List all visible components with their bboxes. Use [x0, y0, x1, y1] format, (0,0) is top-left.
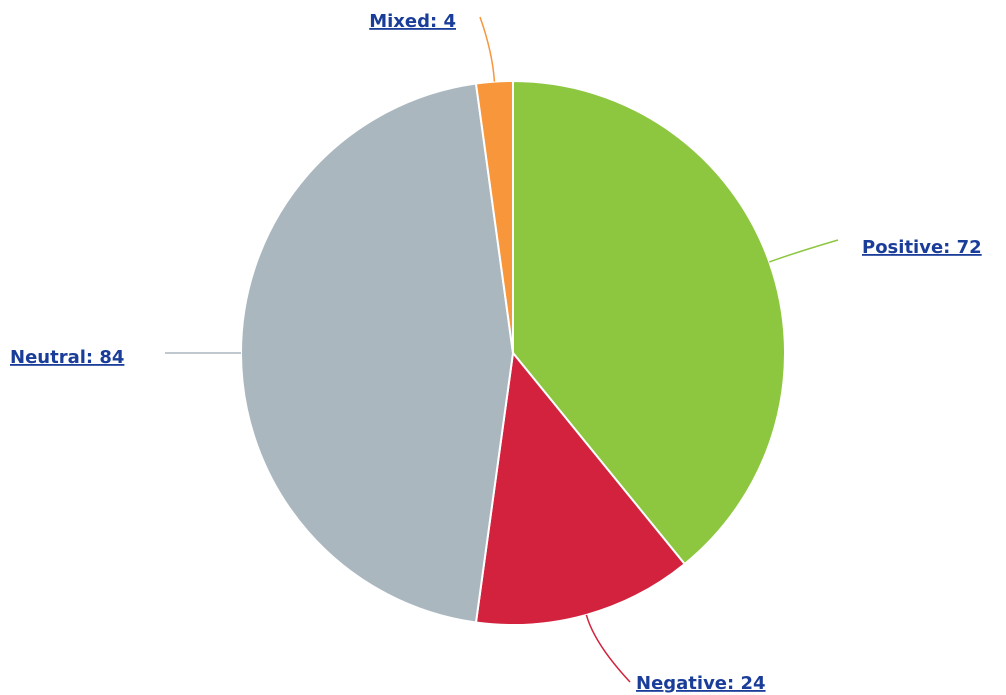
- pie-slice: Neutral: [240, 82, 515, 624]
- leader-line: [479, 16, 496, 82]
- slice-label: Positive: 72: [862, 237, 982, 258]
- leader-line: [585, 614, 631, 683]
- slice-label: Mixed: 4: [369, 11, 456, 32]
- slice-label: Neutral: 84: [10, 347, 124, 368]
- pie-slice: Mixed: [474, 79, 514, 354]
- pie-slice: Positive: [512, 79, 786, 566]
- pie-slice: Negative: [474, 350, 687, 626]
- leader-line: [769, 239, 839, 263]
- slice-label: Negative: 24: [636, 673, 766, 694]
